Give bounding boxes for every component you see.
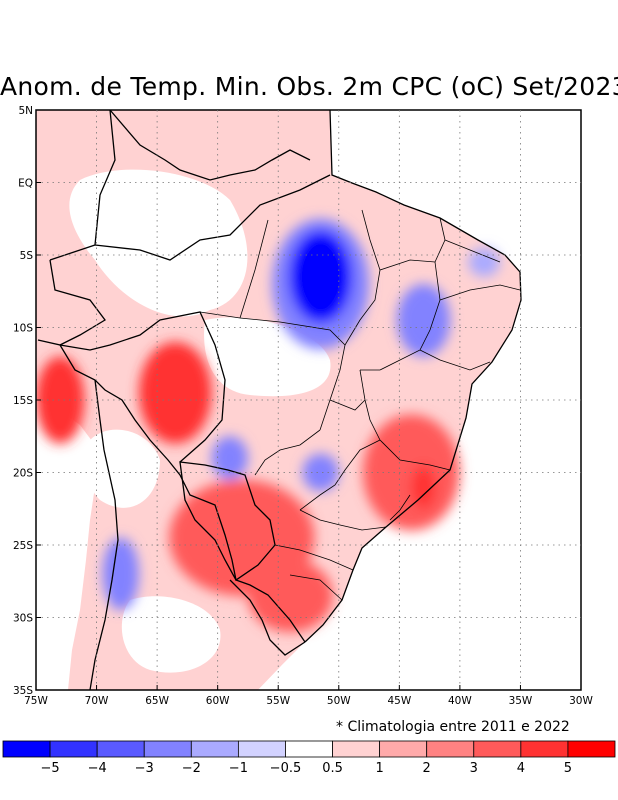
country-borders [37,110,522,690]
anomaly-mato-grosso-do-sul-cold [302,453,339,492]
colorbar-swatch [473,740,522,758]
venezuela-guyana-border [109,110,311,181]
lon-tick-label: 30W [569,695,593,707]
lat-tick-label: 5S [20,250,34,262]
anomaly-piaui-cold [396,284,451,357]
colorbar-tick-label: −5 [40,761,59,776]
colorbar-tick-label: 4 [517,761,525,776]
colorbar-tick-label: −2 [182,761,201,776]
map-title: Anom. de Temp. Min. Obs. 2m CPC (oC) Set… [0,72,618,101]
neutral-patch-pampas [121,596,221,673]
lon-tick-label: 60W [206,695,230,707]
colorbar-tick-label: 5 [564,761,572,776]
colorbar-tick-label: 1 [375,761,383,776]
anomaly-bolivia-peru-warm [36,356,85,444]
colorbar-swatch [49,740,98,758]
lon-tick-label: 65W [145,695,169,707]
colorbar-tick-label: −4 [88,761,107,776]
colorbar-swatch [379,740,428,758]
anomaly-goias-cold [211,436,248,480]
lat-tick-label: 5N [18,105,33,117]
argentina-uruguay-border [89,449,306,690]
lon-tick-label: 55W [266,695,290,707]
lat-tick-label: 10S [13,323,33,335]
ocean [258,110,581,690]
colorbar-swatch [285,740,333,758]
anomaly-mato-grosso-warm [138,342,212,444]
lon-tick-label: 50W [327,695,351,707]
lon-tick-label: 75W [24,695,48,707]
colorbar-swatch [190,740,239,758]
lat-tick-label: 30S [13,613,33,625]
lon-tick-label: 45W [387,695,411,707]
colorbar-swatch [520,740,569,758]
colorbar-swatch [96,740,145,758]
colorbar-swatch [567,740,616,758]
colorbar-swatch [237,740,286,758]
colorbar-tick-label: −1 [229,761,248,776]
colorbar-tick-label: −3 [135,761,154,776]
colorbar-tick-label: 0.5 [322,761,343,776]
state-borders [199,209,521,601]
lat-tick-label: 35S [13,685,33,697]
lon-tick-label: 40W [448,695,472,707]
colorbar: −5 −4 −3 −2 −1 −0.5 0.5 1 2 3 4 5 [2,740,616,776]
paraguay-border [179,461,276,581]
lon-tick-label: 35W [509,695,533,707]
climatology-note: * Climatologia entre 2011 e 2022 [336,719,570,735]
colorbar-tick-label: 2 [423,761,431,776]
peru-colombia-border [49,174,331,346]
anomaly-para-maranhao-cold-core [289,230,353,324]
lat-tick-label: EQ [18,178,33,190]
colorbar-swatch [332,740,381,758]
colorbar-swatch [426,740,475,758]
colorbar-tick-label: −0.5 [270,761,302,776]
anomaly-rio-grande-do-sul-warm [247,559,333,632]
neutral-patch-amazon [69,169,248,317]
colorbar-swatch [2,740,51,758]
anomaly-argentina-cold [102,537,139,611]
anomaly-ceara-cold [468,247,500,277]
lat-tick-label: 15S [13,395,33,407]
colorbar-tick-label: 3 [470,761,478,776]
anomaly-minas-gerais-hot-spot [411,465,436,509]
lat-tick-label: 20S [13,468,33,480]
colorbar-swatch [143,740,192,758]
lat-tick-label: 25S [13,540,33,552]
lon-tick-label: 70W [85,695,109,707]
